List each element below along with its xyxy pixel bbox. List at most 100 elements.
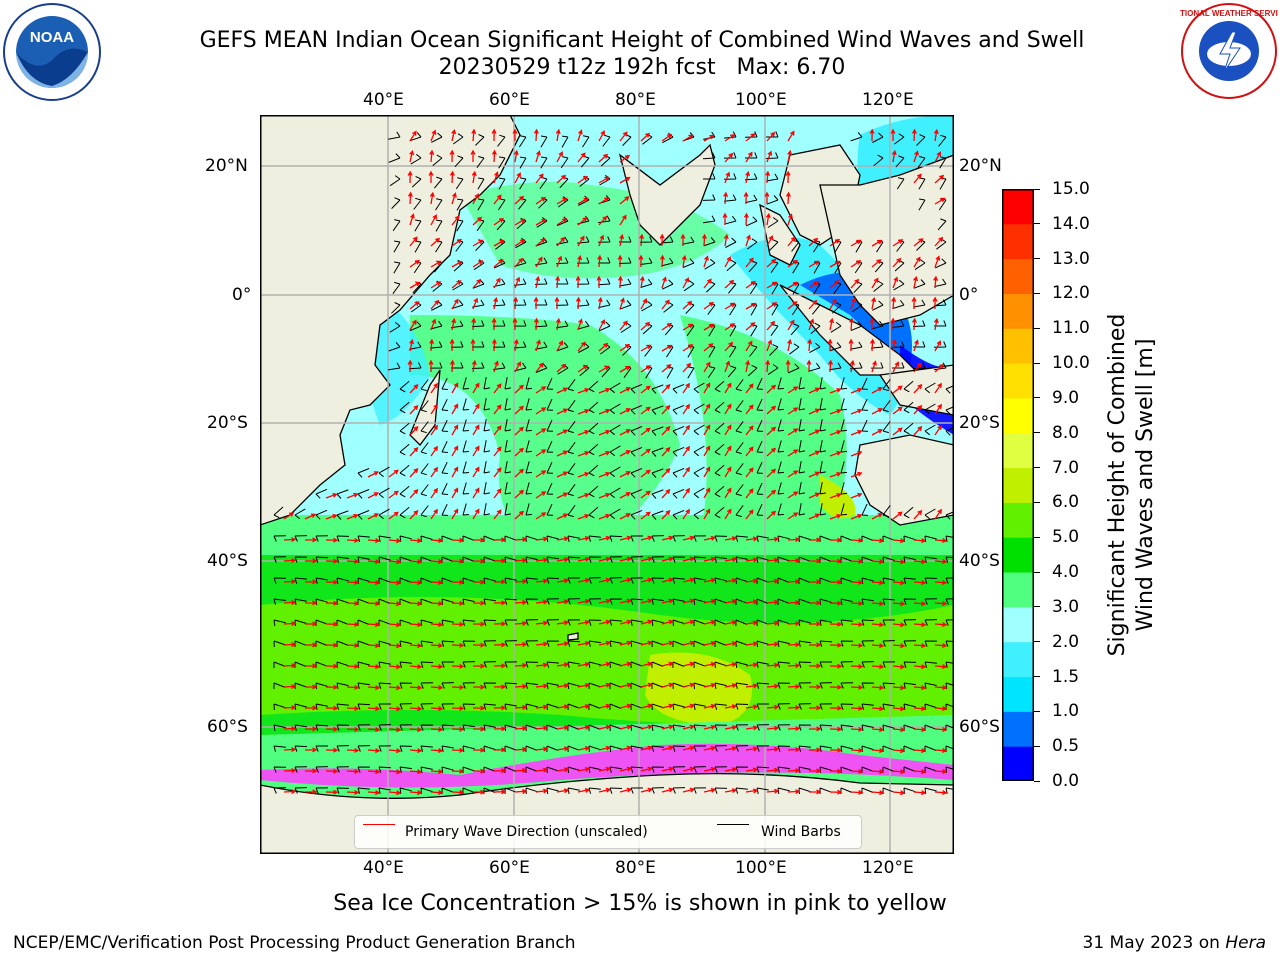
- wind-barb: [609, 619, 622, 626]
- wind-barb: [519, 177, 527, 190]
- wave-direction-arrow: [514, 489, 524, 499]
- wave-direction-arrow: [765, 212, 771, 226]
- wave-direction-arrow: [346, 537, 360, 543]
- wave-direction-arrow: [934, 769, 948, 774]
- wind-barb: [315, 509, 328, 520]
- wind-barb: [873, 280, 884, 292]
- wind-barb: [525, 440, 533, 453]
- wind-barb: [315, 703, 328, 710]
- wave-direction-arrow: [346, 747, 360, 753]
- wave-direction-arrow: [430, 706, 444, 711]
- wave-direction-arrow: [598, 661, 612, 667]
- lon-tick-top-80e: 80°E: [615, 90, 656, 110]
- wave-direction-arrow: [430, 664, 444, 669]
- wind-barb: [819, 640, 833, 647]
- colorbar-cell: [1002, 467, 1034, 503]
- wind-barb: [672, 446, 685, 457]
- wind-barb: [819, 577, 832, 585]
- wind-barb: [433, 176, 443, 189]
- wind-barb: [462, 682, 476, 689]
- wind-barb: [651, 510, 664, 520]
- wind-barb: [702, 194, 716, 201]
- wave-direction-arrow: [724, 279, 735, 289]
- wind-barb: [714, 506, 725, 519]
- wind-barb: [399, 703, 413, 710]
- wave-direction-arrow: [367, 685, 381, 691]
- wind-barb: [588, 485, 599, 498]
- wave-direction-arrow: [577, 318, 583, 331]
- wind-barb: [609, 535, 623, 542]
- wind-barb: [756, 377, 764, 390]
- wave-direction-arrow: [451, 789, 465, 795]
- wind-barb: [483, 640, 497, 647]
- wind-barb: [513, 320, 527, 327]
- wind-barb: [420, 724, 434, 731]
- wave-direction-arrow: [639, 233, 645, 247]
- wave-direction-arrow: [619, 661, 633, 667]
- wave-direction-arrow: [493, 684, 507, 690]
- wind-barb: [315, 682, 328, 690]
- wave-direction-arrow: [808, 429, 821, 436]
- wave-direction-arrow: [934, 580, 948, 585]
- wave-direction-arrow: [850, 789, 864, 795]
- wind-barb: [840, 724, 853, 731]
- wind-barb: [399, 766, 412, 773]
- wind-barb: [540, 135, 548, 148]
- wave-direction-arrow: [639, 275, 645, 289]
- colorbar-tick-mark: [1034, 536, 1040, 538]
- wave-direction-arrow: [703, 466, 711, 478]
- wave-direction-arrow: [682, 445, 690, 457]
- wind-barb: [435, 198, 443, 211]
- wind-barb: [693, 508, 705, 520]
- wind-barb: [756, 440, 764, 453]
- wind-barb: [756, 482, 764, 495]
- wind-barb: [630, 488, 643, 499]
- wave-direction-arrow: [682, 134, 694, 142]
- wave-direction-arrow: [493, 296, 499, 310]
- wind-barb: [882, 400, 891, 413]
- wave-direction-arrow: [724, 788, 738, 794]
- colorbar-tick-mark: [1034, 676, 1040, 678]
- wave-direction-arrow: [640, 535, 653, 541]
- wind-barb: [294, 787, 308, 794]
- wave-direction-arrow: [493, 537, 507, 543]
- wave-direction-arrow: [745, 578, 759, 584]
- wind-barb: [498, 177, 506, 190]
- wave-direction-arrow: [703, 445, 711, 457]
- wave-direction-arrow: [934, 790, 948, 795]
- footer-right: 31 May 2023 on Hera: [1083, 933, 1267, 953]
- wind-barb: [336, 745, 350, 752]
- wave-direction-arrow: [367, 790, 381, 796]
- wind-barb: [903, 661, 917, 668]
- wave-direction-arrow: [682, 724, 696, 730]
- wave-direction-arrow: [785, 170, 791, 184]
- wave-direction-arrow: [430, 643, 444, 648]
- wave-direction-arrow: [850, 558, 864, 564]
- wave-direction-arrow: [640, 490, 651, 499]
- wave-direction-arrow: [745, 340, 753, 352]
- wave-direction-arrow: [430, 622, 444, 627]
- wave-direction-arrow: [304, 789, 318, 795]
- wave-direction-arrow: [745, 234, 751, 247]
- wind-barb: [693, 424, 705, 436]
- wave-direction-arrow: [409, 149, 415, 163]
- wave-direction-arrow: [430, 299, 440, 310]
- wave-direction-arrow: [682, 382, 690, 394]
- wave-direction-arrow: [472, 642, 486, 648]
- wave-direction-arrow: [661, 682, 674, 688]
- wave-direction-arrow: [535, 491, 547, 499]
- wave-direction-arrow: [934, 664, 948, 669]
- wave-direction-arrow: [472, 445, 480, 457]
- wave-direction-arrow: [388, 511, 399, 520]
- wave-direction-arrow: [388, 664, 402, 670]
- wave-direction-arrow: [451, 726, 465, 732]
- wave-direction-arrow: [451, 684, 465, 690]
- wind-barb: [618, 257, 632, 264]
- wind-barb: [735, 484, 744, 497]
- colorbar-tick-mark: [1034, 467, 1040, 469]
- wave-direction-arrow: [703, 255, 709, 268]
- wave-direction-arrow: [409, 748, 423, 754]
- wave-direction-arrow: [556, 662, 570, 668]
- wave-direction-arrow: [577, 745, 591, 751]
- wind-barb: [892, 299, 905, 310]
